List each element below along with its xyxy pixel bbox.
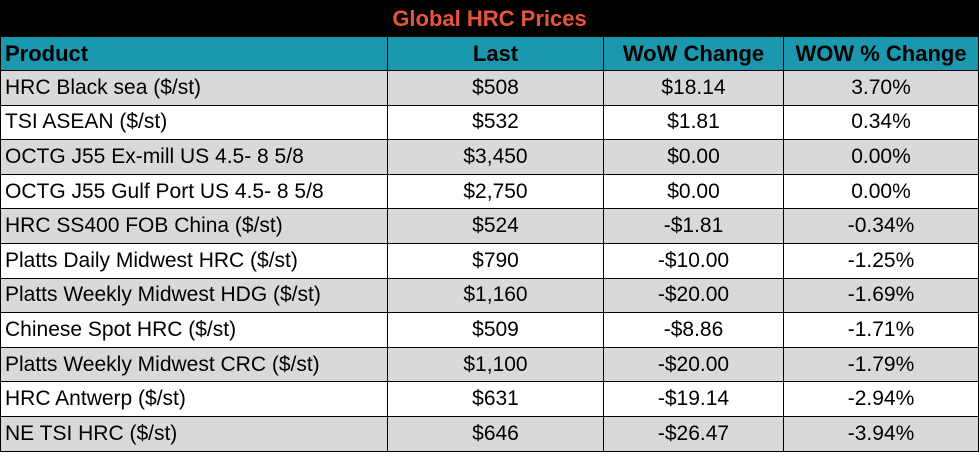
wow-pct-change-cell: -3.94% bbox=[782, 415, 980, 452]
wow-pct-change-cell: -1.25% bbox=[782, 242, 980, 279]
last-cell: $790 bbox=[387, 242, 604, 279]
product-cell: NE TSI HRC ($/st) bbox=[0, 415, 388, 452]
wow-change-cell: -$20.00 bbox=[603, 277, 784, 314]
wow-change-cell: $1.81 bbox=[603, 104, 784, 141]
last-cell: $1,160 bbox=[387, 277, 604, 314]
product-cell: Chinese Spot HRC ($/st) bbox=[0, 312, 388, 348]
product-cell: Platts Weekly Midwest CRC ($/st) bbox=[0, 346, 388, 383]
wow-change-cell: $18.14 bbox=[603, 70, 784, 106]
wow-change-cell: -$1.81 bbox=[603, 208, 784, 244]
title-row: Global HRC Prices bbox=[0, 0, 980, 37]
table-row: Platts Weekly Midwest HDG ($/st) $1,160 -$… bbox=[0, 277, 980, 314]
wow-change-cell: -$8.86 bbox=[603, 312, 784, 348]
last-cell: $508 bbox=[387, 70, 604, 106]
last-cell: $509 bbox=[387, 312, 604, 348]
wow-change-cell: -$10.00 bbox=[603, 242, 784, 279]
table-row: Chinese Spot HRC ($/st) $509 -$8.86 -1.71% bbox=[0, 312, 980, 348]
column-header-wow-pct-change: WOW % Change bbox=[782, 36, 980, 71]
table-row: HRC Antwerp ($/st) $631 -$19.14 -2.94% bbox=[0, 381, 980, 417]
wow-pct-change-cell: -1.69% bbox=[782, 277, 980, 314]
product-cell: TSI ASEAN ($/st) bbox=[0, 104, 388, 141]
product-cell: OCTG J55 Gulf Port US 4.5- 8 5/8 bbox=[0, 173, 388, 210]
last-cell: $646 bbox=[387, 415, 604, 452]
product-cell: HRC Black sea ($/st) bbox=[0, 70, 388, 106]
table-title: Global HRC Prices bbox=[0, 0, 980, 37]
wow-pct-change-cell: -1.79% bbox=[782, 346, 980, 383]
wow-pct-change-cell: 3.70% bbox=[782, 70, 980, 106]
wow-pct-change-cell: -0.34% bbox=[782, 208, 980, 244]
wow-pct-change-cell: 0.00% bbox=[782, 173, 980, 210]
table-row: OCTG J55 Gulf Port US 4.5- 8 5/8 $2,750 $0… bbox=[0, 173, 980, 210]
product-cell: HRC SS400 FOB China ($/st) bbox=[0, 208, 388, 244]
wow-change-cell: $0.00 bbox=[603, 173, 784, 210]
last-cell: $532 bbox=[387, 104, 604, 141]
wow-change-cell: -$26.47 bbox=[603, 415, 784, 452]
column-header-product: Product bbox=[0, 36, 388, 71]
wow-change-cell: -$19.14 bbox=[603, 381, 784, 417]
last-cell: $631 bbox=[387, 381, 604, 417]
column-header-wow-change: WoW Change bbox=[603, 36, 784, 71]
wow-change-cell: $0.00 bbox=[603, 139, 784, 175]
product-cell: HRC Antwerp ($/st) bbox=[0, 381, 388, 417]
wow-pct-change-cell: -1.71% bbox=[782, 312, 980, 348]
wow-change-cell: -$20.00 bbox=[603, 346, 784, 383]
table-row: TSI ASEAN ($/st) $532 $1.81 0.34% bbox=[0, 104, 980, 141]
wow-pct-change-cell: 0.00% bbox=[782, 139, 980, 175]
column-header-last: Last bbox=[387, 36, 604, 71]
table-row: Platts Daily Midwest HRC ($/st) $790 -$10.… bbox=[0, 242, 980, 279]
wow-pct-change-cell: -2.94% bbox=[782, 381, 980, 417]
table-row: OCTG J55 Ex-mill US 4.5- 8 5/8 $3,450 $0.0… bbox=[0, 139, 980, 175]
product-cell: Platts Daily Midwest HRC ($/st) bbox=[0, 242, 388, 279]
product-cell: OCTG J55 Ex-mill US 4.5- 8 5/8 bbox=[0, 139, 388, 175]
product-cell: Platts Weekly Midwest HDG ($/st) bbox=[0, 277, 388, 314]
table-row: Platts Weekly Midwest CRC ($/st) $1,100 -$… bbox=[0, 346, 980, 383]
table-row: HRC Black sea ($/st) $508 $18.14 3.70% bbox=[0, 70, 980, 106]
wow-pct-change-cell: 0.34% bbox=[782, 104, 980, 141]
table-body: HRC Black sea ($/st) $508 $18.14 3.70% TSI A… bbox=[0, 70, 980, 452]
table-row: NE TSI HRC ($/st) $646 -$26.47 -3.94% bbox=[0, 415, 980, 452]
last-cell: $2,750 bbox=[387, 173, 604, 210]
header-row: Product Last WoW Change WOW % Change bbox=[0, 36, 980, 71]
last-cell: $3,450 bbox=[387, 139, 604, 175]
table-row: HRC SS400 FOB China ($/st) $524 -$1.81 -0.3… bbox=[0, 208, 980, 244]
last-cell: $1,100 bbox=[387, 346, 604, 383]
last-cell: $524 bbox=[387, 208, 604, 244]
